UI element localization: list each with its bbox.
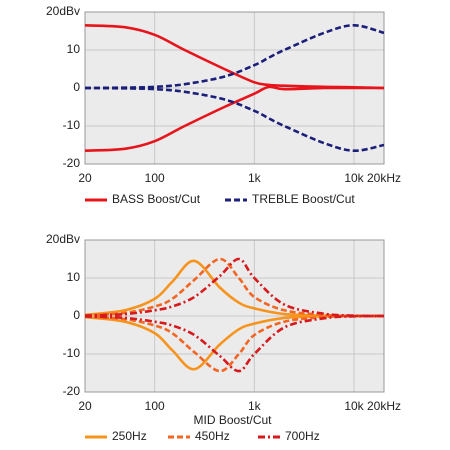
y-tick-label: -20 (63, 384, 81, 398)
x-tick-label: 1k (248, 171, 262, 185)
y-tick-label: 0 (73, 308, 80, 322)
response-curve (84, 257, 385, 318)
response-curve (84, 314, 385, 373)
y-tick-label: 10 (67, 270, 81, 284)
x-tick-label: 100 (145, 399, 165, 413)
legend-label: 450Hz (195, 429, 230, 443)
x-tick-label: 20 (78, 171, 92, 185)
y-tick-label: 20dBv (46, 4, 80, 18)
y-tick-label: -20 (63, 156, 81, 170)
y-tick-label: 20dBv (46, 232, 80, 246)
response-curve (84, 23, 385, 90)
x-tick-label: 10k (344, 399, 364, 413)
x-tick-label: 1k (248, 399, 262, 413)
x-tick-label: 10k (344, 171, 364, 185)
x-tick-label: 20kHz (367, 399, 401, 413)
y-tick-label: -10 (63, 346, 81, 360)
y-tick-label: -10 (63, 118, 81, 132)
x-tick-label: 100 (145, 171, 165, 185)
y-tick-label: 0 (73, 80, 80, 94)
legend-label: 250Hz (112, 429, 147, 443)
legend-label: TREBLE Boost/Cut (252, 192, 355, 206)
x-tick-label: 20 (78, 399, 92, 413)
legend-label: 700Hz (285, 429, 320, 443)
response-curve (84, 86, 385, 153)
x-tick-label: 20kHz (367, 171, 401, 185)
response-curve (84, 85, 384, 152)
y-tick-label: 10 (67, 42, 81, 56)
x-axis-label: MID Boost/Cut (193, 413, 272, 427)
legend-label: BASS Boost/Cut (112, 192, 201, 206)
